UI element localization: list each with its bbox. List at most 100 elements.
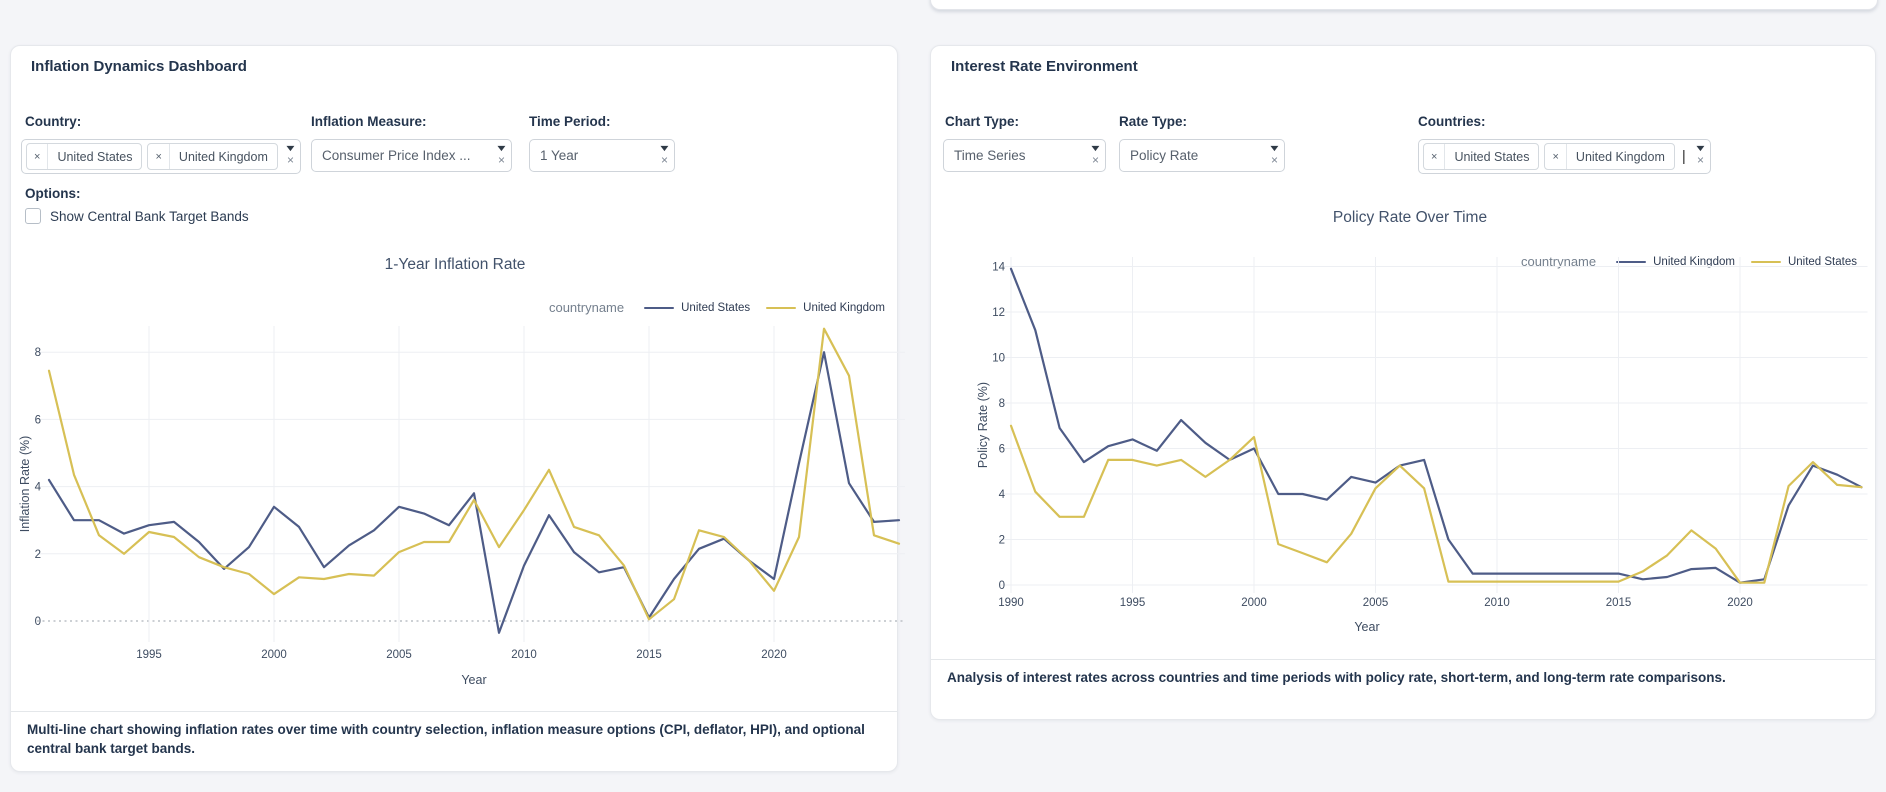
panel-title: Inflation Dynamics Dashboard: [31, 58, 247, 75]
inflation-measure-value: Consumer Price Index ...: [322, 148, 471, 163]
y-tick-label: 8: [35, 347, 41, 359]
chart-title-inflation: 1-Year Inflation Rate: [384, 256, 526, 273]
x-tick-label: 2010: [1484, 597, 1510, 609]
inflation-measure-label: Inflation Measure:: [311, 114, 427, 129]
series-line-united-kingdom: [47, 327, 901, 621]
y-tick-label: 10: [992, 353, 1005, 365]
country-multiselect[interactable]: × United States × United Kingdom ▼ ×: [21, 139, 301, 174]
x-tick-label: 2005: [1363, 597, 1389, 609]
inflation-dashboard-panel: Inflation Dynamics Dashboard Country: × …: [10, 45, 905, 772]
legend-line-swatch: [1750, 260, 1781, 263]
policy-rate-chart-legend[interactable]: countryname United Kingdom United States: [1521, 254, 1857, 269]
legend-line-swatch: [766, 306, 797, 309]
chart-type-value: Time Series: [954, 148, 1026, 163]
legend-item-united-states[interactable]: United States: [1750, 255, 1857, 268]
chip-remove-icon[interactable]: ×: [1424, 144, 1446, 169]
inflation-measure-select[interactable]: Consumer Price Index ... ▼ ×: [311, 139, 512, 172]
policy-rate-chart-svg: 0 2 4 6 8 10 12 14 1990 1995 2000 2005 2010 2015 2020 P…: [976, 257, 1868, 634]
x-tick-label: 2000: [261, 649, 287, 661]
target-bands-checkbox[interactable]: [25, 208, 41, 224]
country-label: Country:: [25, 114, 82, 129]
legend-line-swatch: [644, 306, 675, 309]
x-axis-title: Year: [1354, 620, 1379, 634]
legend-line-swatch: [1616, 260, 1647, 263]
countries-chip-united-states[interactable]: × United States: [1423, 143, 1540, 170]
x-tick-label: 2000: [1241, 597, 1267, 609]
series-line-united-kingdom: [1009, 267, 1863, 584]
chip-remove-icon[interactable]: ×: [1545, 144, 1567, 169]
y-tick-label: 2: [35, 549, 41, 561]
country-chip-united-kingdom[interactable]: × United Kingdom: [147, 143, 278, 170]
inflation-caption: Multi-line chart showing inflation rates…: [27, 722, 865, 757]
dropdown-caret-icon[interactable]: ▼: [494, 143, 509, 153]
dropdown-caret-icon[interactable]: ▼: [1088, 143, 1103, 153]
y-tick-label: 4: [35, 482, 42, 494]
time-period-label: Time Period:: [529, 114, 611, 129]
clear-all-icon[interactable]: ×: [287, 153, 295, 167]
clear-icon[interactable]: ×: [1271, 153, 1279, 167]
chip-label: United States: [57, 149, 133, 164]
countries-chip-united-kingdom[interactable]: × United Kingdom: [1544, 143, 1675, 170]
y-tick-label: 0: [999, 580, 1005, 592]
time-period-select[interactable]: 1 Year ▼ ×: [529, 139, 675, 172]
interest-rate-caption: Analysis of interest rates across countr…: [947, 670, 1726, 685]
chip-label: United Kingdom: [178, 149, 268, 164]
text-cursor: |: [1681, 148, 1686, 165]
chart-type-label: Chart Type:: [945, 114, 1020, 129]
y-tick-label: 2: [999, 535, 1005, 547]
x-tick-label: 1995: [1120, 597, 1146, 609]
rate-type-label: Rate Type:: [1119, 114, 1188, 129]
legend-title: countryname: [548, 300, 625, 315]
y-tick-label: 6: [35, 414, 41, 426]
y-tick-label: 6: [999, 444, 1005, 456]
legend-label: United States: [1787, 255, 1857, 268]
divider: [931, 659, 1875, 660]
target-bands-checkbox-label: Show Central Bank Target Bands: [50, 208, 249, 224]
country-chip-united-states[interactable]: × United States: [26, 143, 143, 170]
inflation-chart-legend[interactable]: countryname United States United Kingdom: [549, 300, 885, 315]
legend-item-united-states[interactable]: United States: [644, 302, 750, 314]
options-label: Options:: [25, 186, 81, 201]
x-tick-label: 2020: [761, 649, 787, 661]
time-period-value: 1 Year: [540, 148, 579, 163]
clear-icon[interactable]: ×: [1092, 153, 1100, 167]
y-tick-label: 0: [35, 616, 41, 628]
legend-label: United Kingdom: [1653, 255, 1735, 268]
dropdown-caret-icon[interactable]: ▼: [283, 143, 298, 153]
x-tick-label: 1995: [136, 649, 162, 661]
x-tick-label: 2015: [636, 649, 662, 661]
partial-card-above: [930, 0, 1878, 10]
rate-type-value: Policy Rate: [1130, 148, 1199, 163]
interest-rate-panel: Interest Rate Environment Chart Type: Ti…: [930, 45, 1876, 720]
y-tick-label: 4: [999, 489, 1006, 501]
y-tick-label: 14: [992, 262, 1005, 274]
divider: [11, 711, 897, 712]
target-bands-option[interactable]: Show Central Bank Target Bands: [25, 208, 249, 224]
y-tick-label: 12: [992, 307, 1005, 319]
inflation-chart-svg: 0 2 4 6 8 1995 2000 2005 2010 2015 2020 Inflation R…: [19, 326, 905, 687]
x-tick-label: 1990: [998, 597, 1024, 609]
legend-item-united-kingdom[interactable]: United Kingdom: [1616, 256, 1735, 268]
chip-remove-icon[interactable]: ×: [27, 144, 49, 169]
chip-label: United Kingdom: [1575, 149, 1665, 164]
x-tick-label: 2005: [386, 649, 412, 661]
rate-type-select[interactable]: Policy Rate ▼ ×: [1119, 139, 1285, 172]
clear-icon[interactable]: ×: [661, 153, 669, 167]
dropdown-caret-icon[interactable]: ▼: [657, 143, 672, 153]
chip-remove-icon[interactable]: ×: [148, 144, 170, 169]
x-tick-label: 2020: [1727, 597, 1753, 609]
clear-icon[interactable]: ×: [498, 153, 506, 167]
x-tick-label: 2010: [511, 649, 537, 661]
chart-title-policy-rate: Policy Rate Over Time: [1332, 209, 1488, 226]
chip-label: United States: [1454, 149, 1530, 164]
legend-item-united-kingdom[interactable]: United Kingdom: [766, 302, 885, 314]
countries-multiselect[interactable]: × United States × United Kingdom | ▼ ×: [1418, 139, 1711, 174]
panel-title: Interest Rate Environment: [951, 58, 1138, 75]
dropdown-caret-icon[interactable]: ▼: [1267, 143, 1282, 153]
dropdown-caret-icon[interactable]: ▼: [1693, 143, 1708, 153]
legend-label: United Kingdom: [803, 301, 885, 314]
y-tick-label: 8: [999, 398, 1005, 410]
clear-all-icon[interactable]: ×: [1697, 153, 1705, 167]
y-axis-title: Inflation Rate (%): [19, 436, 32, 533]
chart-type-select[interactable]: Time Series ▼ ×: [943, 139, 1106, 172]
